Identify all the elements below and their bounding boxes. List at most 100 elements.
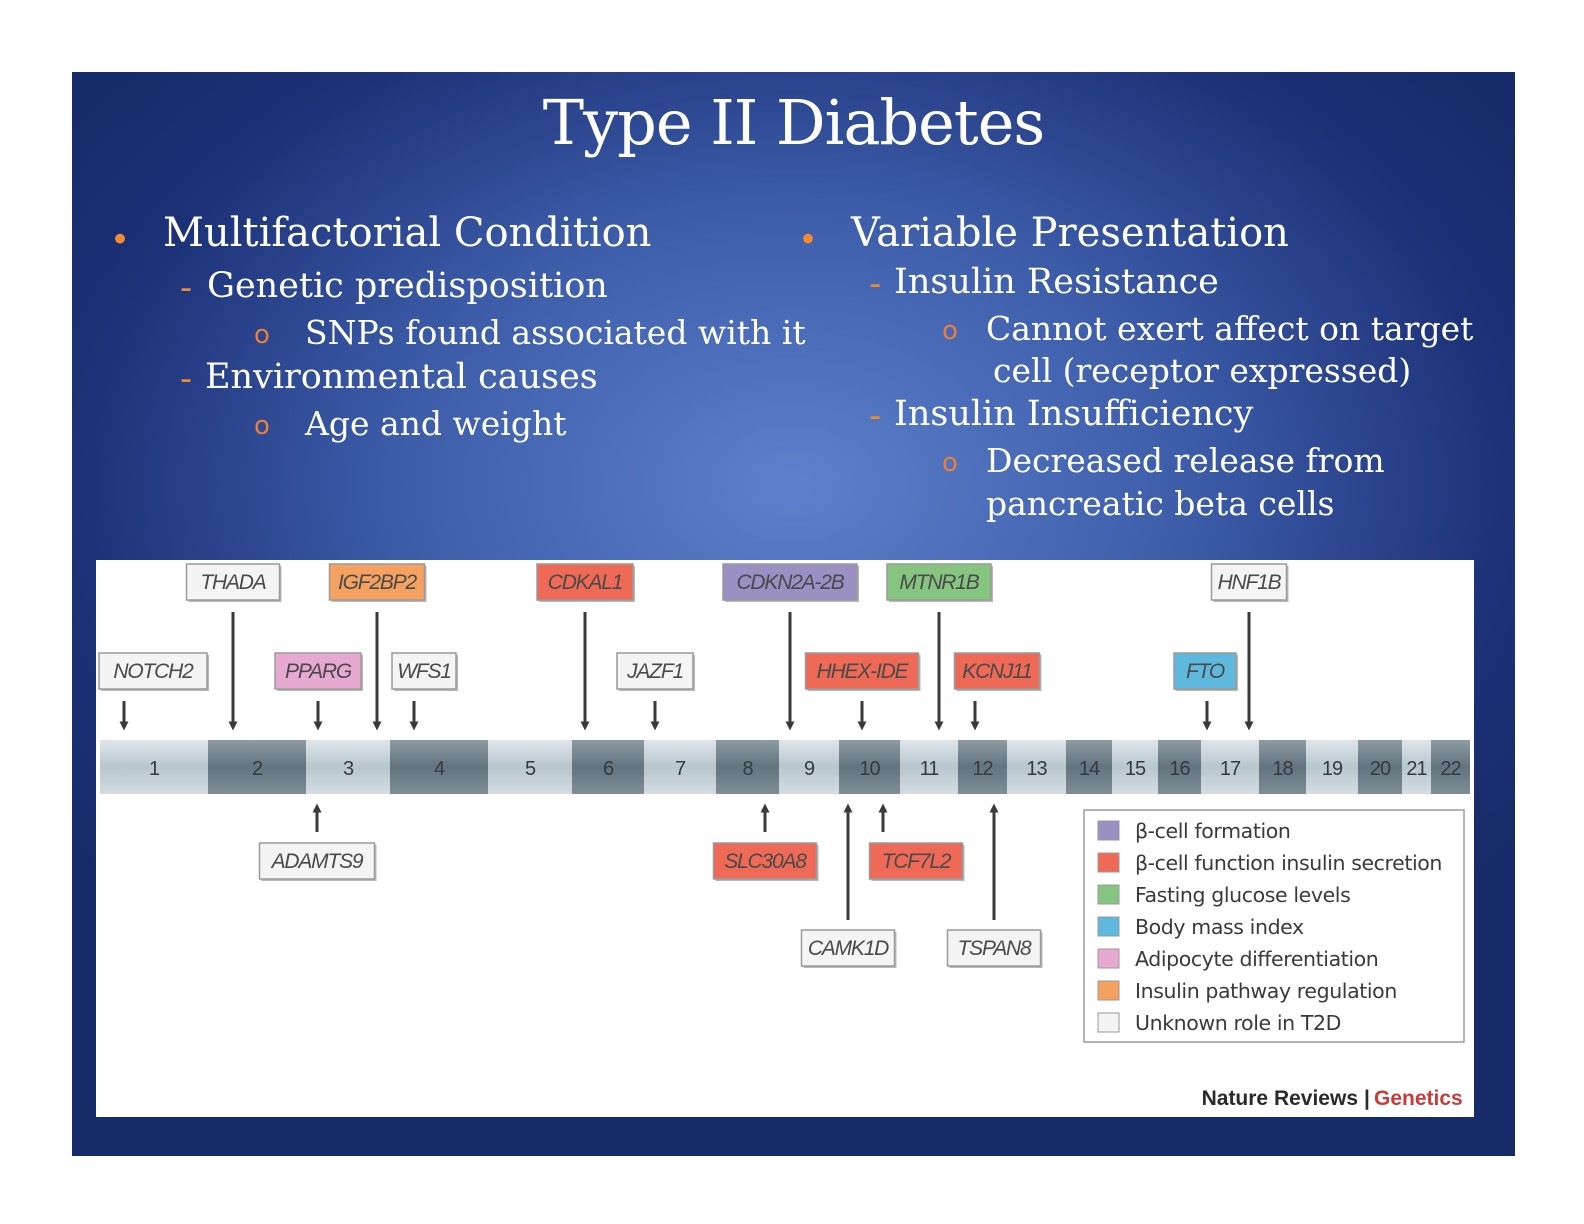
legend-item-fasting-glucose: Fasting glucose levels <box>1135 883 1350 907</box>
circle-marker: o <box>942 448 958 478</box>
chromosome-number: 4 <box>434 758 445 780</box>
gene-label: JAZF1 <box>626 660 683 683</box>
right-sub-insufficiency-2: pancreatic beta cells <box>986 484 1335 523</box>
chromosome-11 <box>900 740 958 794</box>
gene-label: SLC30A8 <box>724 850 807 873</box>
chromosome-number: 21 <box>1406 758 1427 780</box>
slide-title: Type II Diabetes <box>542 86 1045 159</box>
chromosome-number: 19 <box>1322 758 1343 780</box>
chromosome-figure: 1 2 3 4 5 6 7 8 9 10 11 12 13 14 15 16 17 18 19 20 21 22 THAD… <box>96 560 1474 1117</box>
chromosome-number: 13 <box>1026 758 1047 780</box>
chromosome-1 <box>100 740 208 794</box>
source-section: Genetics <box>1374 1087 1463 1110</box>
right-item-insufficiency: Insulin Insufficiency <box>894 394 1254 434</box>
source-journal: Nature Reviews <box>1202 1087 1358 1110</box>
chromosome-7 <box>644 740 716 794</box>
chromosome-12 <box>958 740 1007 794</box>
chromosome-number: 22 <box>1440 758 1461 780</box>
left-item-genetic: Genetic predisposition <box>207 266 608 306</box>
chromosome-18 <box>1259 740 1306 794</box>
gene-box-hhex-ide: HHEX-IDE <box>804 652 921 691</box>
gene-box-hnf1b: HNF1B <box>1210 563 1289 602</box>
legend-swatch-insulin-pathway <box>1097 980 1120 1001</box>
chromosome-number: 10 <box>859 758 880 780</box>
right-item-resistance: Insulin Resistance <box>894 262 1219 302</box>
legend-swatch-beta-function <box>1097 852 1120 873</box>
legend-item-bmi: Body mass index <box>1135 915 1304 939</box>
gene-box-pparg: PPARG <box>274 652 363 691</box>
legend-box <box>1083 809 1465 1043</box>
chromosome-number: 7 <box>675 758 686 780</box>
chromosome-number: 2 <box>252 758 263 780</box>
right-heading: Variable Presentation <box>851 210 1289 256</box>
left-item-environmental: Environmental causes <box>205 357 598 397</box>
gene-box-tspan8: TSPAN8 <box>946 929 1043 968</box>
chromosome-number: 12 <box>972 758 993 780</box>
right-sub-resistance-2: cell (receptor expressed) <box>993 351 1412 390</box>
chromosome-16 <box>1158 740 1201 794</box>
gene-label: NOTCH2 <box>113 660 194 683</box>
circle-marker: o <box>254 320 270 350</box>
chromosome-5 <box>488 740 572 794</box>
gene-label: IGF2BP2 <box>338 571 417 594</box>
gene-label: ADAMTS9 <box>270 850 364 873</box>
circle-marker: o <box>942 316 958 346</box>
gene-label: CDKN2A-2B <box>736 571 844 594</box>
bullet-marker: • <box>110 220 131 260</box>
gene-box-thada: THADA <box>185 563 282 602</box>
gene-label: CAMK1D <box>808 937 889 960</box>
chromosome-number: 6 <box>603 758 614 780</box>
gene-box-igf2bp2: IGF2BP2 <box>328 563 427 602</box>
gene-box-cdkal1: CDKAL1 <box>536 563 635 602</box>
legend-swatch-adipocyte <box>1097 948 1120 969</box>
chromosome-number: 15 <box>1125 758 1146 780</box>
dash-marker: - <box>869 264 882 304</box>
chromosome-6 <box>572 740 644 794</box>
left-sub-snps: SNPs found associated with it <box>305 313 806 352</box>
chromosome-number: 17 <box>1220 758 1241 780</box>
chromosome-9 <box>779 740 839 794</box>
chromosome-10 <box>839 740 900 794</box>
dash-marker: - <box>180 359 193 399</box>
gene-label: FTO <box>1186 660 1225 683</box>
chromosome-2 <box>208 740 306 794</box>
dash-marker: - <box>869 396 882 436</box>
gene-box-slc30a8: SLC30A8 <box>712 842 819 881</box>
gene-label: TCF7L2 <box>882 850 952 873</box>
gene-label: MTNR1B <box>899 571 979 594</box>
gene-box-camk1d: CAMK1D <box>800 929 897 968</box>
legend-swatch-fasting-glucose <box>1097 884 1120 905</box>
chromosome-20 <box>1358 740 1402 794</box>
gene-box-cdkn2a-2b: CDKN2A-2B <box>722 563 859 602</box>
chromosome-number: 5 <box>525 758 536 780</box>
gene-box-tcf7l2: TCF7L2 <box>868 842 965 881</box>
legend-item-unknown: Unknown role in T2D <box>1135 1011 1341 1035</box>
dash-marker: - <box>180 268 193 308</box>
legend-swatch-beta-formation <box>1097 820 1120 841</box>
gene-box-fto: FTO <box>1173 652 1238 691</box>
chromosome-number: 11 <box>920 758 940 780</box>
gene-box-adamts9: ADAMTS9 <box>258 842 377 881</box>
chromosome-number: 3 <box>343 758 354 780</box>
gene-box-notch2: NOTCH2 <box>98 652 209 691</box>
gene-box-kcnj11: KCNJ11 <box>953 652 1042 691</box>
gene-label: TSPAN8 <box>958 937 1032 960</box>
gene-label: THADA <box>200 571 265 594</box>
legend-item-beta-function: β-cell function insulin secretion <box>1135 851 1442 875</box>
chromosome-diagram: 1 2 3 4 5 6 7 8 9 10 11 12 13 14 15 16 17 18 19 20 21 22 THAD… <box>98 563 1470 1110</box>
gene-label: WFS1 <box>397 660 451 683</box>
chromosome-19 <box>1306 740 1358 794</box>
gene-label: KCNJ11 <box>962 660 1031 683</box>
chromosome-4 <box>390 740 488 794</box>
chromosome-22 <box>1431 740 1470 794</box>
chromosome-number: 16 <box>1169 758 1190 780</box>
chromosome-14 <box>1066 740 1112 794</box>
legend-item-adipocyte: Adipocyte differentiation <box>1135 947 1378 971</box>
bullet-marker: • <box>798 220 819 260</box>
right-sub-insufficiency-1: Decreased release from <box>986 441 1385 480</box>
chromosome-number: 9 <box>804 758 815 780</box>
legend-item-beta-formation: β-cell formation <box>1135 819 1291 843</box>
gene-box-wfs1: WFS1 <box>391 652 458 691</box>
circle-marker: o <box>254 411 270 441</box>
gene-label: HNF1B <box>1218 571 1282 594</box>
